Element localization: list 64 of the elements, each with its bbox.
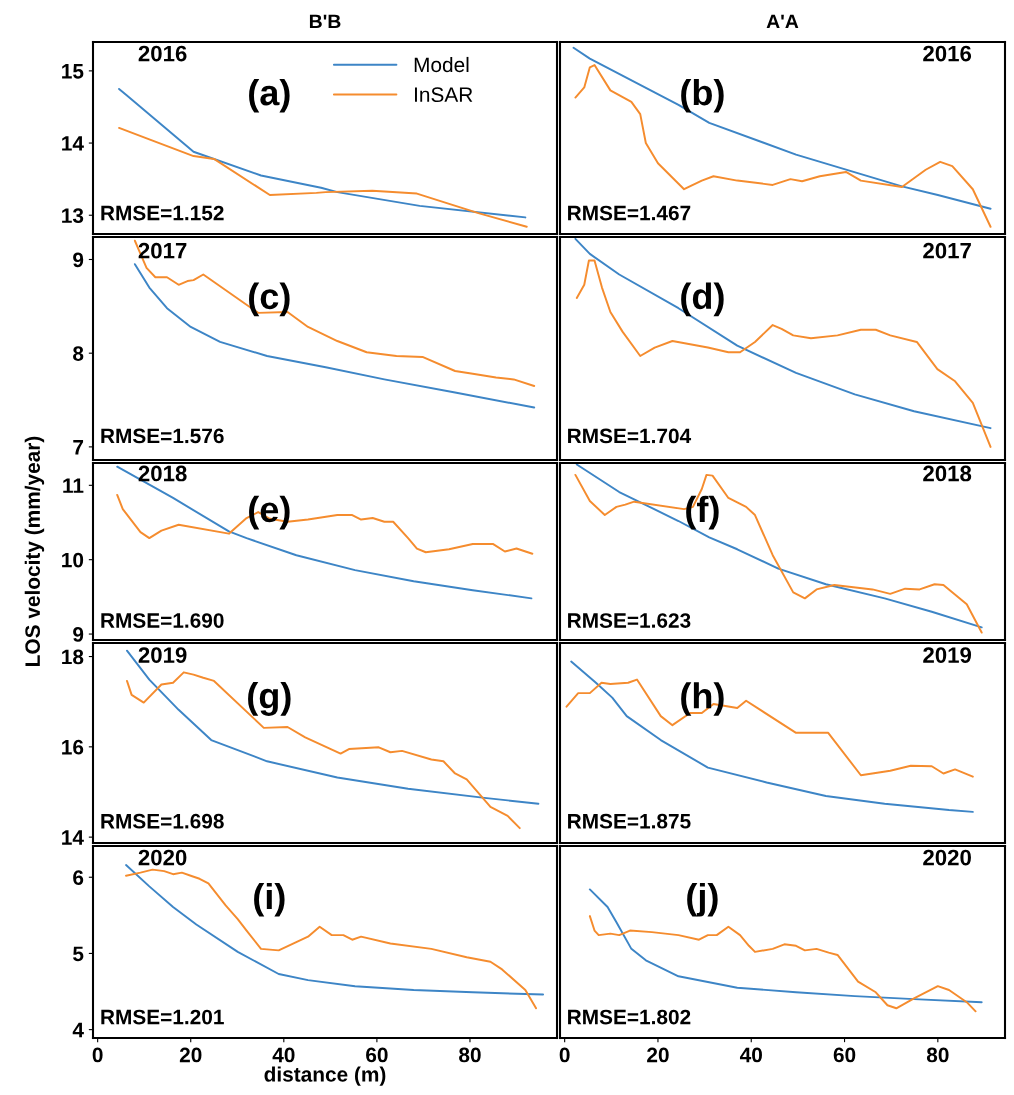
annotation: 2016 xyxy=(138,45,187,62)
y-tick-label: 18 xyxy=(62,649,84,665)
y-tick-label: 13 xyxy=(62,208,84,224)
annotation: 2020 xyxy=(138,849,187,866)
y-tick-label: 15 xyxy=(62,64,84,79)
y-tick-label: 9 xyxy=(73,627,84,642)
y-tick-label: 14 xyxy=(62,136,84,151)
x-tick-label: 0 xyxy=(92,1047,103,1063)
x-tick-label: 60 xyxy=(366,1047,388,1063)
annotation: RMSE=1.201 xyxy=(101,1009,224,1025)
annotation: RMSE=1.467 xyxy=(568,205,691,221)
y-tick-label: 11 xyxy=(63,478,84,493)
annotation: 2017 xyxy=(923,242,971,259)
annotation: 2019 xyxy=(138,647,187,663)
chart-title: B'B xyxy=(309,14,341,29)
x-tick-label: 80 xyxy=(926,1047,949,1063)
annotation: RMSE=1.576 xyxy=(101,428,224,444)
x-tick-label: 40 xyxy=(739,1047,762,1063)
y-tick-label: 5 xyxy=(73,946,84,962)
line-series xyxy=(126,649,540,805)
annotation: RMSE=1.152 xyxy=(101,205,224,221)
annotation: (h) xyxy=(681,682,724,716)
x-tick-label: 20 xyxy=(179,1047,202,1063)
y-tick-label: 7 xyxy=(73,440,84,455)
annotation: 2016 xyxy=(923,45,972,62)
y-axis-title: LOS velocity (mm/year) xyxy=(24,436,45,666)
y-tick-label: 8 xyxy=(73,346,84,361)
y-tick-label: 4 xyxy=(72,1022,84,1038)
chart-title: A'A xyxy=(766,14,799,29)
annotation: (d) xyxy=(681,282,724,317)
annotation: (j) xyxy=(687,882,718,917)
legend-label: Model xyxy=(414,56,469,73)
annotation: 2018 xyxy=(138,465,187,482)
annotation: RMSE=1.875 xyxy=(568,813,691,829)
annotation: 2018 xyxy=(923,465,972,482)
x-tick-label: 60 xyxy=(833,1047,856,1063)
x-tick-label: 20 xyxy=(647,1047,669,1063)
line-series xyxy=(133,239,536,387)
annotation: RMSE=1.623 xyxy=(568,613,691,628)
y-tick-label: 16 xyxy=(62,739,84,755)
y-tick-label: 9 xyxy=(73,252,84,268)
annotation: (b) xyxy=(681,78,724,113)
annotation: 2019 xyxy=(923,647,972,663)
annotation: RMSE=1.698 xyxy=(101,813,224,829)
x-tick-label: 0 xyxy=(559,1047,570,1063)
x-tick-label: 80 xyxy=(459,1047,481,1063)
y-tick-label: 6 xyxy=(73,870,84,885)
y-tick-label: 10 xyxy=(62,552,84,568)
x-tick-label: 40 xyxy=(272,1047,295,1063)
annotation: (i) xyxy=(254,882,285,917)
annotation: (a) xyxy=(249,78,290,113)
line-series xyxy=(133,263,536,409)
legend-label: InSAR xyxy=(415,87,473,103)
annotation: (c) xyxy=(249,282,290,317)
annotation: (f) xyxy=(686,495,719,530)
annotation: RMSE=1.704 xyxy=(568,428,692,444)
annotation: 2020 xyxy=(923,849,971,866)
line-series xyxy=(116,465,533,600)
line-series xyxy=(116,494,534,555)
annotation: (g) xyxy=(248,682,291,716)
y-tick-label: 14 xyxy=(62,830,84,845)
annotation: RMSE=1.690 xyxy=(101,613,224,628)
x-axis-title: distance (m) xyxy=(264,1066,386,1086)
annotation: RMSE=1.802 xyxy=(568,1009,691,1025)
